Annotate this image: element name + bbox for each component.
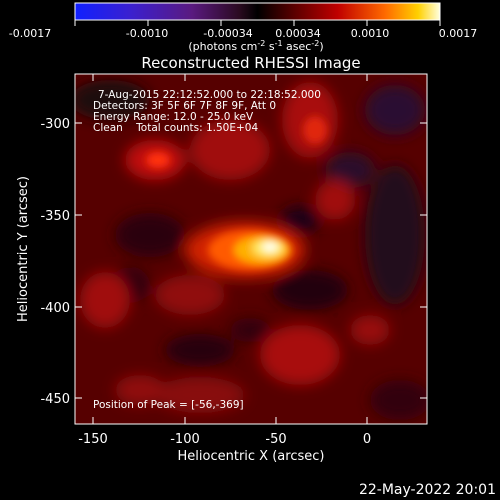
y-tick-label: -350 [40,209,70,224]
colorbar-tick-label: 0.0017 [439,27,478,40]
colorbar-units: (photons cm-2 s-1 asec-2) [188,39,323,53]
y-tick-label: -450 [40,392,70,407]
info-time-range: 7-Aug-2015 22:12:52.000 to 22:18:52.000 [98,89,321,101]
colorbar-ticks [74,20,441,26]
plot-frame [74,73,428,425]
colorbar [74,2,441,21]
x-tick-label: -150 [78,432,108,447]
y-tick-label: -400 [40,301,70,316]
peak-position: Position of Peak = [-56,-369] [93,399,244,411]
colorbar-tick-label: -0.0017 [9,27,51,40]
footer-date: 22-May-2022 20:01 [359,482,496,498]
colorbar-tick-label: -0.0010 [126,27,168,40]
x-tick-label: -50 [265,432,286,447]
y-axis-ticks [75,122,427,399]
info-energy-range: Energy Range: 12.0 - 25.0 keV [93,111,254,123]
colorbar-tick-label: -0.00034 [203,27,252,40]
y-axis-label: Heliocentric Y (arcsec) [16,176,31,322]
x-axis-ticks [92,74,368,424]
y-tick-label: -300 [40,117,70,132]
info-counts: Clean Total counts: 1.50E+04 [93,122,258,134]
colorbar-tick-label: 0.0010 [351,27,390,40]
x-tick-label: -100 [170,432,200,447]
colorbar-tick-label: 0.00034 [275,27,321,40]
heatmap-image [75,74,427,424]
plot-title: Reconstructed RHESSI Image [141,54,360,72]
x-tick-label: 0 [363,432,371,447]
info-detectors: Detectors: 3F 5F 6F 7F 8F 9F, Att 0 [93,100,276,112]
x-axis-label: Heliocentric X (arcsec) [178,449,325,464]
